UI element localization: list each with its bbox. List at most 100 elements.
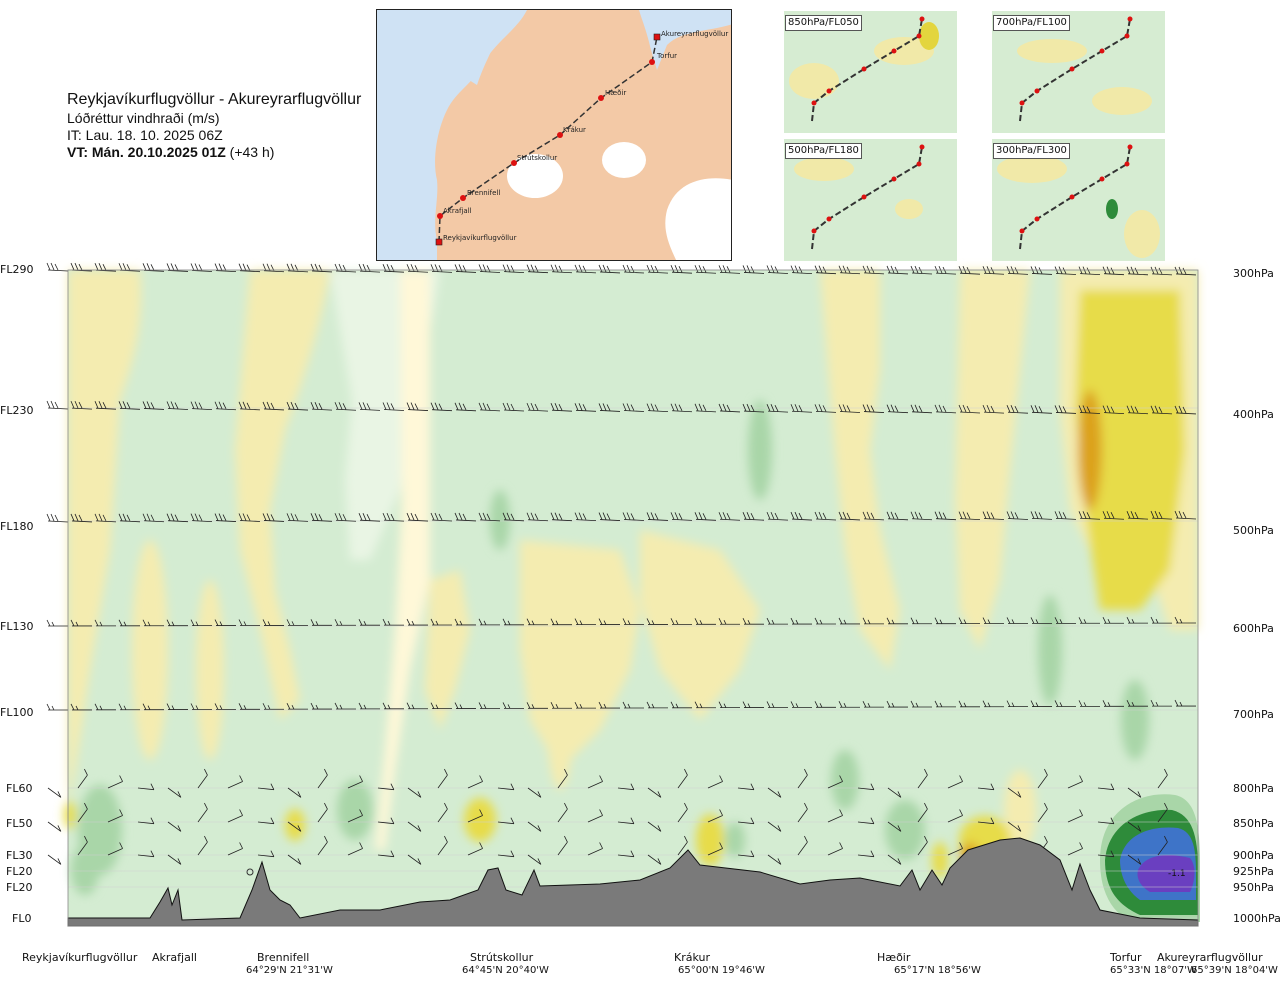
map-point-torfur: [649, 59, 655, 65]
wind-barb: [107, 775, 123, 789]
wind-barb: [718, 403, 741, 413]
wind-barb: [334, 513, 357, 522]
thumb-700hpa-svg: [992, 11, 1165, 133]
hpa-label-925: 925hPa: [1233, 865, 1274, 878]
wind-barb: [827, 809, 843, 823]
wind-barb: [587, 809, 603, 823]
loc-haedir: Hæðir: [877, 951, 911, 964]
wind-barb: [1097, 817, 1115, 825]
wind-barb: [407, 854, 422, 865]
wind-barb: [587, 842, 603, 856]
wind-barb: [862, 700, 884, 708]
wind-barb: [886, 404, 909, 414]
wind-barb: [1150, 510, 1173, 520]
wind-barb: [497, 817, 515, 825]
wind-barb: [982, 700, 1004, 708]
fl-label-290: FL290: [0, 263, 34, 276]
wind-barb: [1102, 511, 1125, 520]
wind-barb: [887, 854, 902, 865]
wind-barb: [94, 513, 117, 523]
wind-barb: [766, 265, 789, 274]
wind-barb: [1174, 699, 1196, 707]
init-time: IT: Lau. 18. 10. 2025 06Z: [67, 127, 223, 143]
wind-barb: [857, 817, 875, 825]
wind-barb: [707, 775, 723, 789]
wind-barb: [982, 617, 1004, 624]
wind-barb: [670, 701, 692, 709]
map-point-akureyri: [653, 33, 661, 41]
wind-barb: [910, 265, 933, 275]
wind-barb: [1157, 835, 1168, 856]
wind-barb: [478, 618, 500, 626]
wind-barb: [707, 842, 723, 856]
wind-barb: [406, 618, 428, 626]
wind-barb: [622, 264, 645, 274]
wind-barb: [646, 264, 669, 274]
fl-label-30: FL30: [6, 849, 33, 862]
thumb-850hpa[interactable]: 850hPa/FL050: [784, 11, 957, 133]
chart-header: Reykjavíkurflugvöllur - Akureyrarflugvöl…: [67, 90, 377, 161]
wind-barb: [334, 263, 357, 273]
wind-barb: [257, 783, 275, 791]
wind-barb: [742, 512, 765, 521]
wind-barb: [287, 787, 302, 798]
loc-torfur-coord: 65°33'N 18°07'W: [1110, 965, 1197, 976]
wind-barb: [814, 511, 837, 521]
wind-barb: [910, 511, 933, 521]
wind-barb: [910, 617, 932, 625]
route-title: Reykjavíkurflugvöllur - Akureyrarflugvöl…: [67, 91, 362, 108]
wind-barb: [1097, 850, 1115, 858]
map-label-brennifell: Brennifell: [467, 189, 500, 197]
wind-barb: [797, 768, 808, 789]
wind-barb: [646, 403, 669, 413]
hpa-label-300: 300hPa: [1233, 267, 1274, 280]
wind-barb: [1006, 511, 1029, 520]
map-label-reykjavik: Reykjavíkurflugvöllur: [443, 234, 517, 242]
map-point-strutskollur: [511, 160, 517, 166]
wind-barb: [718, 618, 740, 625]
wind-barb: [382, 402, 405, 411]
loc-strutskollur-coord: 64°45'N 20°40'W: [462, 965, 549, 976]
wind-barb: [310, 263, 333, 273]
map-point-haedir: [598, 95, 604, 101]
thumb-700hpa[interactable]: 700hPa/FL100: [992, 11, 1165, 133]
wind-barb: [377, 817, 395, 825]
wind-barb: [742, 617, 764, 625]
wind-barb: [118, 619, 140, 627]
wind-barb: [617, 817, 635, 825]
wind-barb: [190, 263, 213, 272]
wind-barb: [982, 511, 1005, 520]
wind-barb: [598, 618, 620, 625]
thumb-700hpa-label: 700hPa/FL100: [993, 15, 1070, 31]
loc-akrafjall: Akrafjall: [152, 951, 197, 964]
wind-barb: [550, 264, 573, 274]
loc-haedir-coord: 65°17'N 18°56'W: [894, 965, 981, 976]
wind-barb: [917, 802, 928, 823]
thumb-300hpa[interactable]: 300hPa/FL300: [992, 139, 1165, 261]
loc-akureyri: Akureyrarflugvöllur: [1157, 951, 1263, 964]
map-point-akrafjall: [437, 213, 443, 219]
wind-barb: [958, 700, 980, 708]
wind-barb: [766, 404, 789, 413]
wind-barb: [238, 263, 261, 273]
wind-barb: [718, 701, 740, 709]
thumb-500hpa[interactable]: 500hPa/FL180: [784, 139, 957, 261]
hpa-label-850: 850hPa: [1233, 817, 1274, 830]
loc-brennifell: Brennifell: [257, 951, 310, 964]
wind-barb: [137, 783, 155, 791]
wind-barb: [46, 400, 69, 410]
wind-barb: [827, 775, 843, 789]
wind-barb: [947, 809, 963, 823]
fl-label-0: FL0: [12, 912, 32, 925]
route-line: [438, 36, 658, 243]
wind-barb: [550, 702, 572, 709]
thumb-300hpa-label: 300hPa/FL300: [993, 143, 1070, 159]
fl-label-180: FL180: [0, 520, 34, 533]
wind-barb: [77, 802, 88, 823]
wind-barb: [790, 404, 813, 413]
wind-barb: [358, 702, 380, 710]
min-value-label: -1.1: [1168, 869, 1186, 879]
wind-barb: [137, 817, 155, 825]
wind-barb: [437, 802, 448, 823]
wind-barb: [1007, 821, 1022, 832]
